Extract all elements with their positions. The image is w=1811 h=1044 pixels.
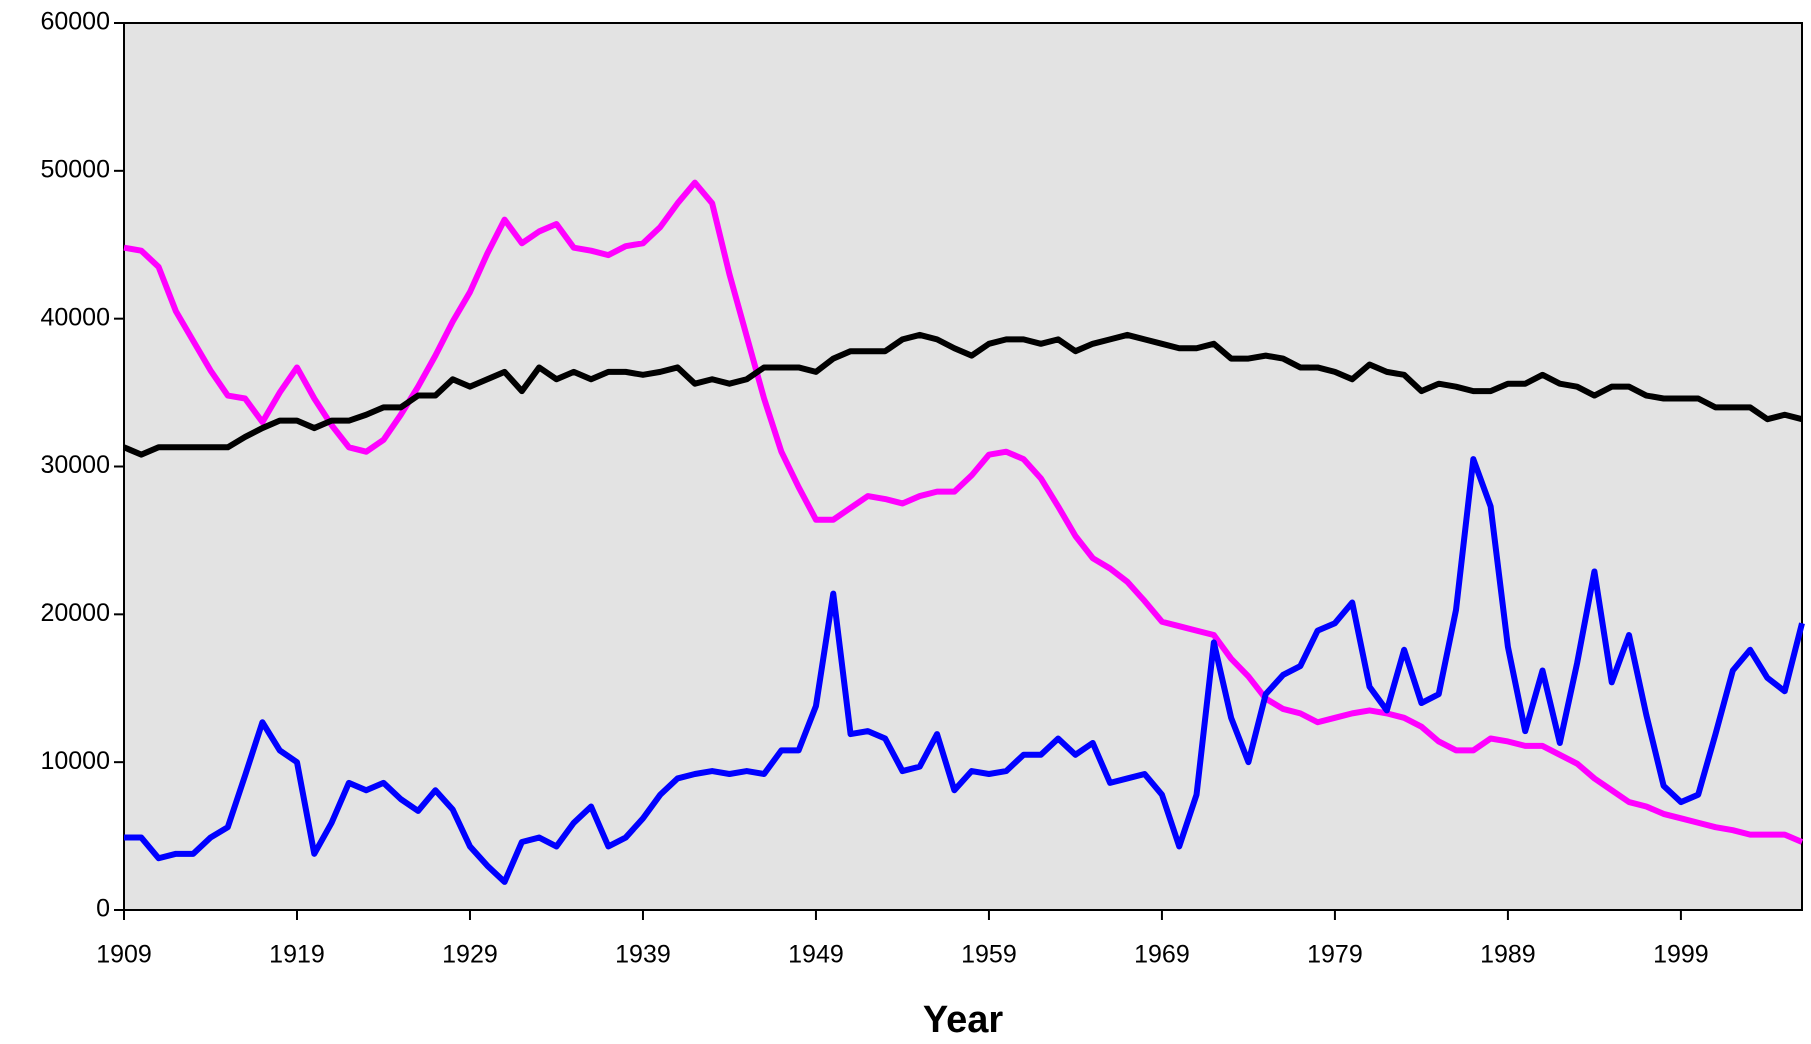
- x-tick-label: 1939: [615, 941, 671, 969]
- y-tick-label: 10000: [40, 747, 110, 775]
- x-tick-label: 1929: [442, 941, 498, 969]
- series-line: [124, 456, 1805, 885]
- y-tick-label: 20000: [40, 599, 110, 627]
- plot-area: [123, 22, 1803, 911]
- x-tick-label: 1919: [269, 941, 325, 969]
- y-tick-label: 50000: [40, 155, 110, 183]
- x-tick-label: 1949: [788, 941, 844, 969]
- y-tick-label: 60000: [40, 8, 110, 36]
- y-tick-label: 30000: [40, 451, 110, 479]
- x-tick-label: 1989: [1480, 941, 1536, 969]
- x-tick-label: 1909: [96, 941, 152, 969]
- y-tick-label: 0: [96, 895, 110, 923]
- x-tick-label: 1969: [1134, 941, 1190, 969]
- series-line: [122, 331, 1803, 458]
- y-tick-label: 40000: [40, 303, 110, 331]
- x-tick-label: 1999: [1653, 941, 1709, 969]
- x-axis-title: Year: [923, 999, 1004, 1041]
- x-tick-label: 1959: [961, 941, 1017, 969]
- series-line: [123, 179, 1804, 845]
- x-tick-label: 1979: [1307, 941, 1363, 969]
